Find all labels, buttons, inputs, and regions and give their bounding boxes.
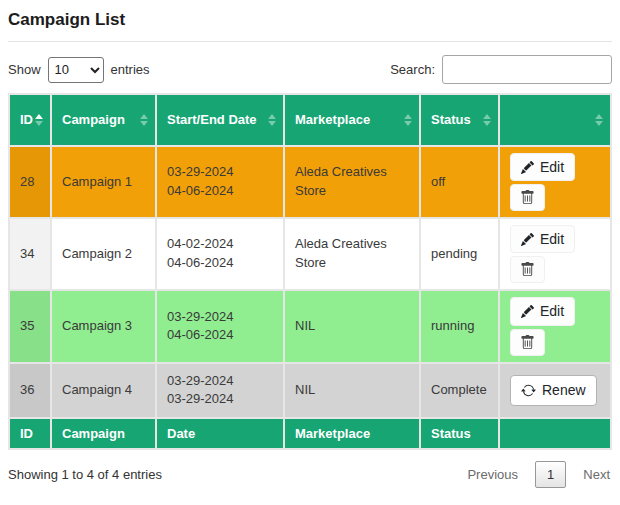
cell-actions: Edit (499, 218, 611, 290)
cell-date: 04-02-2024 04-06-2024 (156, 218, 284, 290)
cell-status: Complete (420, 363, 499, 419)
column-header-label: Campaign (62, 112, 125, 127)
edit-button-label: Edit (540, 230, 564, 248)
cell-actions: Edit (499, 146, 611, 218)
table-bottom-bar: Showing 1 to 4 of 4 entries Previous 1 N… (8, 461, 612, 488)
footer-header-id: ID (9, 418, 51, 449)
cell-date: 03-29-2024 04-06-2024 (156, 290, 284, 362)
table-info: Showing 1 to 4 of 4 entries (8, 467, 162, 482)
previous-page-button[interactable]: Previous (465, 462, 520, 487)
next-page-button[interactable]: Next (581, 462, 612, 487)
table-row: 28 Campaign 1 03-29-2024 04-06-2024 Aled… (9, 146, 611, 218)
page-title: Campaign List (8, 10, 612, 30)
column-header-date[interactable]: Start/End Date (156, 94, 284, 146)
end-date: 03-29-2024 (167, 390, 275, 409)
footer-header-actions (499, 418, 611, 449)
table-footer: ID Campaign Date Marketplace Status (9, 418, 611, 449)
trash-icon (520, 335, 535, 350)
cell-campaign: Campaign 3 (51, 290, 156, 362)
cell-status: pending (420, 218, 499, 290)
end-date: 04-06-2024 (167, 254, 275, 273)
start-date: 03-29-2024 (167, 163, 275, 182)
footer-header-date: Date (156, 418, 284, 449)
column-header-label: Marketplace (295, 112, 370, 127)
search-input[interactable] (442, 55, 612, 84)
table-row: 35 Campaign 3 03-29-2024 04-06-2024 NIL … (9, 290, 611, 362)
column-header-id[interactable]: ID (9, 94, 51, 146)
sort-icon (268, 114, 276, 126)
column-header-actions[interactable] (499, 94, 611, 146)
trash-icon (520, 262, 535, 277)
sort-icon (483, 114, 491, 126)
cell-date: 03-29-2024 03-29-2024 (156, 363, 284, 419)
footer-header-row: ID Campaign Date Marketplace Status (9, 418, 611, 449)
show-label: Show (8, 62, 41, 77)
cell-status: off (420, 146, 499, 218)
page-number-button[interactable]: 1 (535, 461, 566, 488)
search-label: Search: (390, 62, 435, 77)
footer-header-status: Status (420, 418, 499, 449)
column-header-label: Start/End Date (167, 112, 257, 127)
cell-marketplace: NIL (284, 290, 420, 362)
page-length-select[interactable]: 10 (48, 57, 104, 83)
column-header-label: ID (20, 112, 33, 127)
column-header-marketplace[interactable]: Marketplace (284, 94, 420, 146)
delete-button[interactable] (510, 184, 545, 211)
edit-button[interactable]: Edit (510, 153, 575, 181)
cell-actions: Edit (499, 290, 611, 362)
refresh-icon (521, 383, 536, 398)
end-date: 04-06-2024 (167, 326, 275, 345)
sort-icon (35, 114, 43, 126)
trash-icon (520, 190, 535, 205)
cell-date: 03-29-2024 04-06-2024 (156, 146, 284, 218)
edit-button-label: Edit (540, 302, 564, 320)
cell-marketplace: NIL (284, 363, 420, 419)
edit-button-label: Edit (540, 158, 564, 176)
footer-header-campaign: Campaign (51, 418, 156, 449)
delete-button[interactable] (510, 329, 545, 356)
cell-actions: Renew (499, 363, 611, 419)
table-row: 34 Campaign 2 04-02-2024 04-06-2024 Aled… (9, 218, 611, 290)
edit-button[interactable]: Edit (510, 297, 575, 325)
cell-id: 36 (9, 363, 51, 419)
campaign-table: ID Campaign Start/End Date Marketplace S… (8, 93, 612, 450)
cell-campaign: Campaign 4 (51, 363, 156, 419)
table-body: 28 Campaign 1 03-29-2024 04-06-2024 Aled… (9, 146, 611, 418)
start-date: 03-29-2024 (167, 372, 275, 391)
pencil-icon (521, 233, 534, 246)
table-row: 36 Campaign 4 03-29-2024 03-29-2024 NIL … (9, 363, 611, 419)
cell-id: 28 (9, 146, 51, 218)
cell-id: 34 (9, 218, 51, 290)
renew-button[interactable]: Renew (510, 375, 597, 405)
cell-marketplace: Aleda Creatives Store (284, 146, 420, 218)
cell-campaign: Campaign 1 (51, 146, 156, 218)
title-divider (8, 41, 612, 42)
pencil-icon (521, 305, 534, 318)
renew-button-label: Renew (542, 381, 586, 399)
table-header: ID Campaign Start/End Date Marketplace S… (9, 94, 611, 146)
cell-status: running (420, 290, 499, 362)
edit-button[interactable]: Edit (510, 225, 575, 253)
sort-icon (140, 114, 148, 126)
sort-icon (404, 114, 412, 126)
column-header-label: Status (431, 112, 471, 127)
end-date: 04-06-2024 (167, 182, 275, 201)
header-row: ID Campaign Start/End Date Marketplace S… (9, 94, 611, 146)
page-length-control: Show 10 entries (8, 57, 150, 83)
pagination: Previous 1 Next (465, 461, 612, 488)
start-date: 04-02-2024 (167, 235, 275, 254)
pencil-icon (521, 161, 534, 174)
start-date: 03-29-2024 (167, 308, 275, 327)
footer-header-marketplace: Marketplace (284, 418, 420, 449)
sort-icon (595, 114, 603, 126)
column-header-campaign[interactable]: Campaign (51, 94, 156, 146)
cell-marketplace: Aleda Creatives Store (284, 218, 420, 290)
table-controls: Show 10 entries Search: (8, 55, 612, 84)
entries-label: entries (111, 62, 150, 77)
delete-button[interactable] (510, 256, 545, 283)
cell-campaign: Campaign 2 (51, 218, 156, 290)
column-header-status[interactable]: Status (420, 94, 499, 146)
search-control: Search: (390, 55, 612, 84)
cell-id: 35 (9, 290, 51, 362)
